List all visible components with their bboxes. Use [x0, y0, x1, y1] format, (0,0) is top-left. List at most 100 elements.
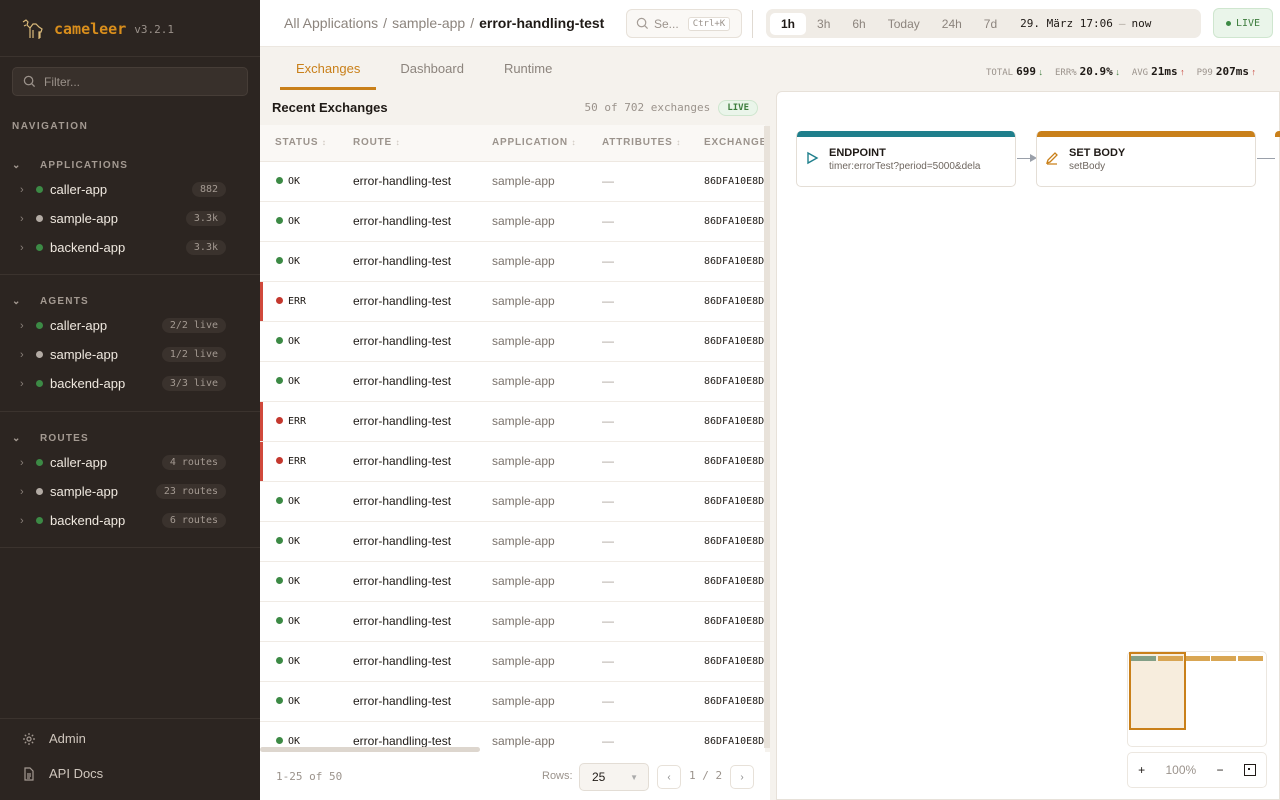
application-cell: sample-app [476, 241, 586, 282]
status-dot [276, 216, 283, 224]
diagram-node-set-body[interactable]: SET BODY setBody [1036, 131, 1256, 187]
exchange-id-cell: 86DFA10E8D [688, 681, 765, 722]
table-row[interactable]: OK error-handling-test sample-app — 86DF… [260, 161, 765, 202]
table-row[interactable]: ERR error-handling-test sample-app — 86D… [260, 401, 765, 442]
exchange-id-cell: 86DFA10E8D [688, 281, 765, 322]
table-row[interactable]: ERR error-handling-test sample-app — 86D… [260, 441, 765, 482]
pagination: 1-25 of 50 Rows: 25 ▼ ‹ 1 / 2 › [260, 752, 770, 800]
status-dot [276, 336, 283, 344]
next-page-button[interactable]: › [730, 765, 754, 789]
table-row[interactable]: ERR error-handling-test sample-app — 86D… [260, 281, 765, 322]
sidebar-item-caller-app[interactable]: › caller-app 4 routes [0, 448, 260, 477]
status-cell: ERR [260, 281, 337, 322]
column-header-exchange[interactable]: EXCHANGE [688, 125, 765, 162]
time-option-1h[interactable]: 1h [770, 12, 807, 35]
sidebar-item-backend-app[interactable]: › backend-app 3/3 live [0, 369, 260, 398]
sidebar-item-sample-app[interactable]: › sample-app 23 routes [0, 477, 260, 506]
table-row[interactable]: OK error-handling-test sample-app — 86DF… [260, 321, 765, 362]
live-toggle[interactable]: LIVE [1213, 8, 1273, 38]
status-cell: OK [260, 601, 337, 642]
sidebar-item-sample-app[interactable]: › sample-app 3.3k [0, 204, 260, 233]
tab-runtime[interactable]: Runtime [503, 61, 553, 76]
fit-view-icon[interactable] [1243, 764, 1256, 776]
time-option-today[interactable]: Today [887, 16, 920, 31]
range-dash: — [1118, 17, 1126, 30]
exchange-id-cell: 86DFA10E8D [688, 201, 765, 242]
status-dot [36, 244, 43, 251]
breadcrumb-route: error-handling-test [479, 15, 605, 31]
time-option-3h[interactable]: 3h [817, 16, 831, 31]
rows-per-page-select[interactable]: 25 ▼ [579, 763, 649, 791]
minimap-node [1238, 656, 1263, 661]
zoom-in-button[interactable]: + [1138, 763, 1146, 777]
prev-page-button[interactable]: ‹ [657, 765, 681, 789]
horizontal-scrollbar[interactable] [260, 747, 480, 752]
application-cell: sample-app [476, 401, 586, 442]
time-option-24h[interactable]: 24h [941, 16, 962, 31]
chevron-right-icon: › [20, 319, 24, 332]
sidebar-api-docs[interactable]: API Docs [22, 766, 103, 781]
breadcrumb-all-applications[interactable]: All Applications [284, 15, 379, 31]
route-cell: error-handling-test [337, 241, 476, 282]
item-label: sample-app [50, 484, 118, 499]
column-header-route[interactable]: ROUTE ↕ [337, 125, 476, 162]
table-row[interactable]: OK error-handling-test sample-app — 86DF… [260, 241, 765, 282]
sidebar-item-backend-app[interactable]: › backend-app 3.3k [0, 233, 260, 262]
table-row[interactable]: OK error-handling-test sample-app — 86DF… [260, 561, 765, 602]
breadcrumb-separator: / [470, 15, 475, 31]
chevron-down-icon: ⌄ [12, 295, 22, 307]
node-title: SET BODY [1069, 147, 1126, 159]
sidebar-admin[interactable]: Admin [22, 731, 86, 746]
minimap-viewport[interactable] [1129, 652, 1186, 730]
section-header[interactable]: ⌄ APPLICATIONS [0, 155, 260, 175]
search-button[interactable]: Se... Ctrl+K [626, 9, 742, 38]
table-row[interactable]: OK error-handling-test sample-app — 86DF… [260, 481, 765, 522]
table-row[interactable]: OK error-handling-test sample-app — 86DF… [260, 521, 765, 562]
exchange-id-cell: 86DFA10E8D [688, 401, 765, 442]
exchange-count: 50 of 702 exchanges [584, 101, 711, 114]
application-cell: sample-app [476, 441, 586, 482]
play-icon [807, 151, 819, 165]
tab-dashboard[interactable]: Dashboard [400, 61, 464, 76]
chevron-right-icon: › [20, 183, 24, 196]
sidebar-item-caller-app[interactable]: › caller-app 2/2 live [0, 311, 260, 340]
kpi-err: ERR% 20.9% ↓ [1055, 65, 1120, 78]
column-header-status[interactable]: STATUS ↕ [260, 125, 337, 162]
breadcrumb-app[interactable]: sample-app [392, 15, 466, 31]
status-text: OK [288, 575, 301, 587]
top-bar: All Applications / sample-app / error-hand… [260, 0, 1280, 47]
flow-arrow [1257, 158, 1275, 159]
status-dot [276, 616, 283, 624]
table-row[interactable]: OK error-handling-test sample-app — 86DF… [260, 201, 765, 242]
table-row[interactable]: OK error-handling-test sample-app — 86DF… [260, 361, 765, 402]
section-header[interactable]: ⌄ AGENTS [0, 291, 260, 311]
minimap[interactable] [1127, 651, 1267, 747]
table-row[interactable]: OK error-handling-test sample-app — 86DF… [260, 601, 765, 642]
attributes-cell: — [586, 401, 688, 442]
count-badge: 3.3k [185, 211, 226, 226]
breadcrumb: All Applications / sample-app / error-hand… [284, 15, 604, 31]
application-cell: sample-app [476, 481, 586, 522]
diagram-node-endpoint[interactable]: ENDPOINT timer:errorTest?period=5000&del… [796, 131, 1016, 187]
logo[interactable]: cameleer v3.2.1 [20, 14, 174, 44]
zoom-out-button[interactable]: − [1216, 763, 1224, 777]
tab-exchanges[interactable]: Exchanges [280, 47, 377, 90]
vertical-scrollbar[interactable] [764, 126, 770, 748]
section-header[interactable]: ⌄ ROUTES [0, 428, 260, 448]
table-row[interactable]: OK error-handling-test sample-app — 86DF… [260, 641, 765, 682]
sidebar-item-backend-app[interactable]: › backend-app 6 routes [0, 506, 260, 535]
exchange-id-cell: 86DFA10E8D [688, 241, 765, 282]
column-header-attributes[interactable]: ATTRIBUTES ↕ [586, 125, 688, 162]
column-header-application[interactable]: APPLICATION ↕ [476, 125, 586, 162]
application-cell: sample-app [476, 561, 586, 602]
table-row[interactable]: OK error-handling-test sample-app — 86DF… [260, 681, 765, 722]
chevron-down-icon: ⌄ [12, 159, 22, 171]
time-range-display[interactable]: 29. März 17:06 — now [1020, 17, 1151, 30]
time-option-7d[interactable]: 7d [983, 16, 998, 31]
filter-input[interactable]: Filter... [12, 67, 248, 96]
sidebar-item-sample-app[interactable]: › sample-app 1/2 live [0, 340, 260, 369]
application-cell: sample-app [476, 321, 586, 362]
sidebar-item-caller-app[interactable]: › caller-app 882 [0, 175, 260, 204]
exchange-id-cell: 86DFA10E8D [688, 481, 765, 522]
time-option-6h[interactable]: 6h [852, 16, 866, 31]
